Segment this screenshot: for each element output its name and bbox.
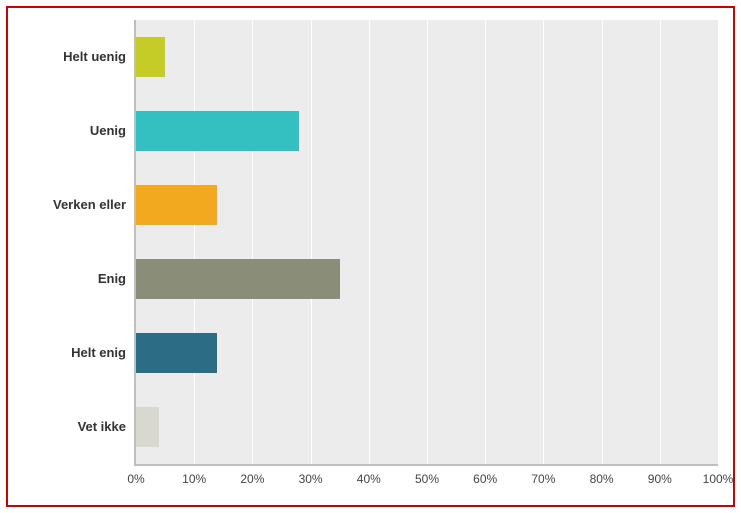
chart: Helt uenig Uenig Verken eller Enig Helt enig…	[8, 8, 733, 505]
gridline	[252, 20, 253, 464]
category-label: Helt uenig	[16, 49, 126, 65]
gridline	[485, 20, 486, 464]
gridline	[602, 20, 603, 464]
bar	[136, 259, 340, 298]
bar	[136, 185, 217, 224]
gridline	[660, 20, 661, 464]
category-label: Enig	[16, 271, 126, 287]
x-tick-label: 30%	[291, 472, 331, 486]
bar	[136, 111, 299, 150]
category-label: Helt enig	[16, 345, 126, 361]
x-tick-label: 40%	[349, 472, 389, 486]
gridline	[427, 20, 428, 464]
chart-frame: Helt uenig Uenig Verken eller Enig Helt enig…	[6, 6, 735, 507]
y-axis	[134, 20, 136, 464]
gridline	[543, 20, 544, 464]
plot-area	[136, 20, 718, 464]
x-tick-label: 100%	[698, 472, 738, 486]
bar	[136, 37, 165, 76]
x-tick-label: 70%	[523, 472, 563, 486]
x-tick-label: 0%	[116, 472, 156, 486]
x-tick-label: 60%	[465, 472, 505, 486]
gridline	[311, 20, 312, 464]
category-label: Vet ikke	[16, 419, 126, 435]
bar	[136, 333, 217, 372]
gridline	[194, 20, 195, 464]
x-axis	[134, 464, 718, 466]
x-tick-label: 10%	[174, 472, 214, 486]
gridline	[369, 20, 370, 464]
x-tick-label: 80%	[582, 472, 622, 486]
x-tick-label: 90%	[640, 472, 680, 486]
category-label: Verken eller	[16, 197, 126, 213]
x-tick-label: 50%	[407, 472, 447, 486]
x-tick-label: 20%	[232, 472, 272, 486]
category-label: Uenig	[16, 123, 126, 139]
bar	[136, 407, 159, 446]
